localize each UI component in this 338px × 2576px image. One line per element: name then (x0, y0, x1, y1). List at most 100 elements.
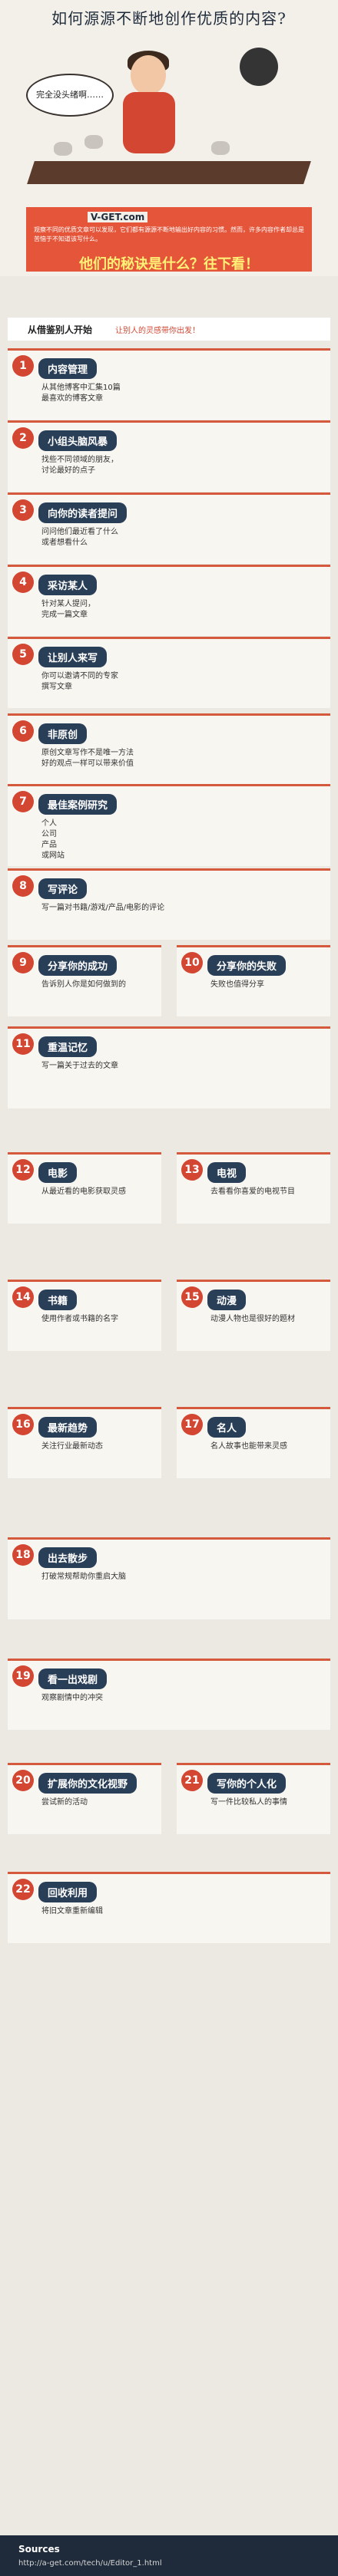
section-number: 13 (181, 1159, 203, 1181)
footer: Sources http://a-get.com/tech/u/Editor_1… (0, 2535, 338, 2576)
section-text: 尝试新的活动 (41, 1798, 88, 1807)
header-panel: 如何源源不断地创作优质的内容? 完全没头绪啊…… V-GET.com 观察不同的… (0, 0, 338, 276)
intro-text: 观察不同的优质文章可以发现，它们都有源源不断地输出好内容的习惯。然而，许多内容作… (34, 226, 304, 242)
section-text: 失败也值得分享 (210, 980, 264, 989)
section-number: 3 (12, 499, 34, 521)
brand-label: V-GET.com (88, 212, 148, 222)
speech-bubble: 完全没头绪啊…… (26, 74, 114, 117)
section-title: 最新趋势 (38, 1417, 98, 1438)
section-10: 10 分享你的失败失败也值得分享 (177, 945, 330, 1016)
section-14: 14 书籍 使用作者或书籍的名字 (8, 1280, 161, 1351)
section-12: 12 电影从最近看的电影获取灵感 (8, 1152, 161, 1224)
section-title: 小组头脑风暴 (38, 430, 118, 451)
crumpled-paper-icon (54, 142, 72, 156)
section-text: 写一篇对书籍/游戏/产品/电影的评论 (41, 904, 165, 912)
section-text: 找些不同领域的朋友， (41, 456, 118, 464)
section-number: 20 (12, 1770, 34, 1791)
section-text: 去看看你喜爱的电视节目 (210, 1188, 295, 1196)
section-text: 讨论最好的点子 (41, 466, 95, 475)
section-5: 5 让别人来写 你可以邀请不同的专家 撰写文章 (8, 637, 330, 708)
section-11: 11 重温记忆 写一篇关于过去的文章 (8, 1026, 330, 1108)
section-18: 18 出去散步 打破常规帮助你重启大脑 (8, 1537, 330, 1619)
section-title: 电影 (38, 1162, 78, 1183)
section-text: 从最近看的电影获取灵感 (41, 1188, 126, 1196)
section-title: 分享你的失败 (207, 955, 287, 976)
section-title: 让别人来写 (38, 647, 108, 667)
section-number: 12 (12, 1159, 34, 1181)
section-number: 22 (12, 1879, 34, 1900)
section-15: 15 动漫动漫人物也是很好的题材 (177, 1280, 330, 1351)
topic-bar: 从借鉴别人开始 让别人的灵感带你出发！ (8, 318, 330, 341)
section-number: 2 (12, 427, 34, 449)
section-2: 2 小组头脑风暴找些不同领域的朋友， 讨论最好的点子 (8, 420, 330, 492)
section-text: 告诉别人你是如何做到的 (41, 980, 126, 989)
section-text: 名人故事也能带来灵感 (210, 1442, 287, 1451)
section-4: 4 采访某人针对某人提问， 完成一篇文章 (8, 565, 330, 636)
section-text: 或网站 (41, 852, 65, 860)
crumpled-paper-icon (211, 141, 230, 155)
section-text: 写一件比较私人的事情 (210, 1798, 287, 1807)
section-number: 11 (12, 1033, 34, 1055)
section-text: 针对某人提问， (41, 600, 95, 608)
section-6: 6 非原创原创文章写作不是唯一方法 好的观点一样可以带来价值 (8, 713, 330, 785)
thinking-person (115, 51, 183, 163)
section-title: 回收利用 (38, 1882, 98, 1902)
section-number: 16 (12, 1414, 34, 1435)
section-16: 16 最新趋势关注行业最新动态 (8, 1407, 161, 1478)
section-1: 1 内容管理 从其他博客中汇集10篇 最喜欢的博客文章 (8, 348, 330, 420)
intro-box: V-GET.com 观察不同的优质文章可以发现，它们都有源源不断地输出好内容的习… (26, 207, 312, 272)
section-number: 7 (12, 791, 34, 812)
section-number: 10 (181, 952, 203, 973)
section-text: 打破常规帮助你重启大脑 (41, 1573, 126, 1581)
section-number: 9 (12, 952, 34, 973)
sources-url: http://a-get.com/tech/u/Editor_1.html (18, 2559, 162, 2568)
section-9: 9 分享你的成功告诉别人你是如何做到的 (8, 945, 161, 1016)
section-13: 13 电视 去看看你喜爱的电视节目 (177, 1152, 330, 1224)
section-text: 关注行业最新动态 (41, 1442, 103, 1451)
section-text: 好的观点一样可以带来价值 (41, 759, 134, 768)
section-text: 动漫人物也是很好的题材 (210, 1315, 295, 1323)
section-text: 产品 (41, 841, 57, 849)
section-22: 22 回收利用将旧文章重新编辑 (8, 1872, 330, 1943)
section-text: 写一篇关于过去的文章 (41, 1062, 118, 1070)
section-number: 5 (12, 644, 34, 665)
section-title: 扩展你的文化视野 (38, 1773, 138, 1794)
section-17: 17 名人名人故事也能带来灵感 (177, 1407, 330, 1478)
section-title: 向你的读者提问 (38, 502, 128, 523)
section-title: 动漫 (207, 1290, 247, 1310)
section-title: 分享你的成功 (38, 955, 118, 976)
section-title: 非原创 (38, 723, 88, 744)
section-title: 采访某人 (38, 575, 98, 595)
section-21: 21 写你的个人化 写一件比较私人的事情 (177, 1763, 330, 1834)
section-8: 8 写评论写一篇对书籍/游戏/产品/电影的评论 (8, 868, 330, 940)
section-text: 你可以邀请不同的专家 (41, 672, 118, 680)
section-3: 3 向你的读者提问问问他们最近看了什么 或者想看什么 (8, 492, 330, 564)
section-title: 最佳案例研究 (38, 794, 118, 815)
section-text: 完成一篇文章 (41, 611, 88, 619)
section-text: 问问他们最近看了什么 (41, 528, 118, 536)
section-text: 将旧文章重新编辑 (41, 1907, 103, 1916)
section-number: 8 (12, 875, 34, 897)
section-text: 公司 (41, 830, 57, 838)
section-title: 名人 (207, 1417, 247, 1438)
section-number: 17 (181, 1414, 203, 1435)
section-text: 从其他博客中汇集10篇 (41, 384, 121, 392)
section-title: 内容管理 (38, 358, 98, 379)
section-number: 1 (12, 355, 34, 377)
section-text: 或者想看什么 (41, 539, 88, 547)
section-title: 写评论 (38, 878, 88, 899)
section-7: 7 最佳案例研究 个人 公司 产品 或网站 (8, 784, 330, 866)
section-text: 使用作者或书籍的名字 (41, 1315, 118, 1323)
section-number: 6 (12, 720, 34, 742)
sources-label: Sources (18, 2544, 60, 2555)
section-text: 观察剧情中的冲突 (41, 1694, 103, 1702)
section-number: 15 (181, 1286, 203, 1308)
section-text: 原创文章写作不是唯一方法 (41, 749, 134, 757)
section-19: 19 看一出戏剧 观察剧情中的冲突 (8, 1659, 330, 1730)
desk-illustration (27, 161, 311, 184)
section-title: 写你的个人化 (207, 1773, 287, 1794)
section-title: 看一出戏剧 (38, 1668, 108, 1689)
section-number: 4 (12, 572, 34, 593)
lamp-icon (240, 48, 278, 86)
